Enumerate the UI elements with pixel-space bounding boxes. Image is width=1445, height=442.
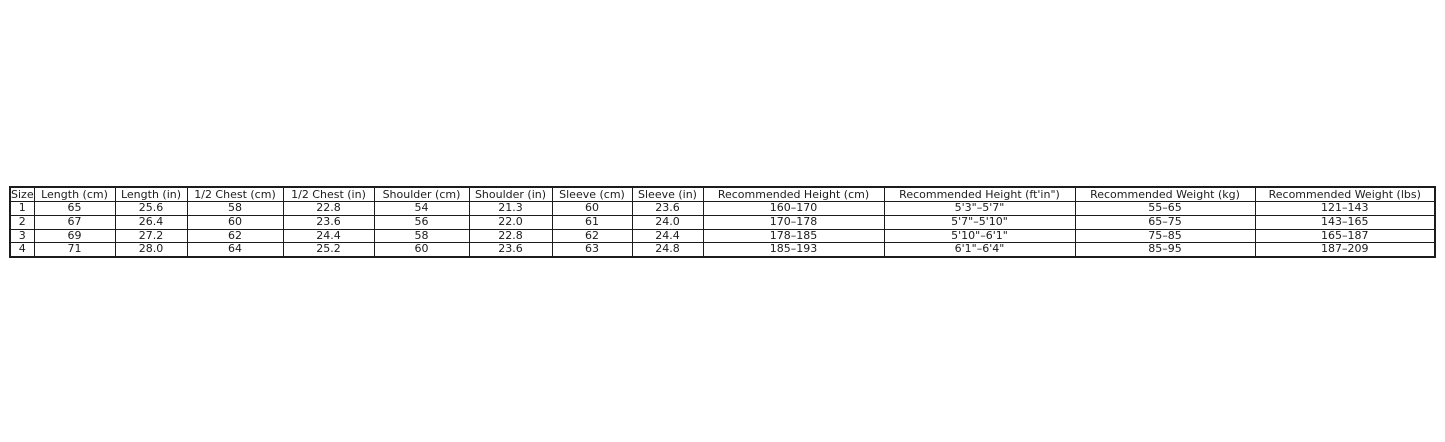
table-cell: 60 (551, 201, 633, 216)
column-header-shoulder-cm: Shoulder (cm) (373, 186, 470, 203)
table-cell: 1 (9, 201, 35, 216)
table-cell: 22.8 (468, 228, 553, 244)
table-cell: 21.3 (468, 201, 553, 216)
table-cell: 25.6 (114, 201, 188, 216)
table-cell: 4 (9, 242, 35, 258)
table-row-size-1: 1 65 25.6 58 22.8 54 21.3 60 23.6 160–17… (9, 201, 1436, 216)
table-cell: 75–85 (1074, 228, 1256, 244)
table-cell: 165–187 (1254, 228, 1436, 244)
table-cell: 56 (373, 215, 470, 230)
table-cell: 143–165 (1254, 215, 1436, 230)
table-cell: 65 (33, 201, 116, 216)
size-chart-table: Size Length (cm) Length (in) 1/2 Chest (… (9, 186, 1436, 258)
table-row-size-3: 3 69 27.2 62 24.4 58 22.8 62 24.4 178–18… (9, 228, 1436, 244)
table-cell: 121–143 (1254, 201, 1436, 216)
column-header-length-cm: Length (cm) (33, 186, 116, 203)
table-cell: 22.8 (282, 201, 375, 216)
table-cell: 69 (33, 228, 116, 244)
table-cell: 5'3"–5'7" (883, 201, 1076, 216)
column-header-sleeve-in: Sleeve (in) (631, 186, 704, 203)
table-cell: 27.2 (114, 228, 188, 244)
table-row-size-2: 2 67 26.4 60 23.6 56 22.0 61 24.0 170–17… (9, 215, 1436, 230)
table-cell: 61 (551, 215, 633, 230)
table-cell: 24.0 (631, 215, 704, 230)
column-header-shoulder-in: Shoulder (in) (468, 186, 553, 203)
table-cell: 170–178 (702, 215, 885, 230)
column-header-half-chest-in: 1/2 Chest (in) (282, 186, 375, 203)
table-cell: 5'10"–6'1" (883, 228, 1076, 244)
table-cell: 25.2 (282, 242, 375, 258)
table-cell: 178–185 (702, 228, 885, 244)
column-header-size: Size (9, 186, 35, 203)
header-row: Size Length (cm) Length (in) 1/2 Chest (… (9, 186, 1436, 203)
table-cell: 23.6 (468, 242, 553, 258)
table-cell: 24.4 (282, 228, 375, 244)
column-header-rec-height-cm: Recommended Height (cm) (702, 186, 885, 203)
table-cell: 62 (551, 228, 633, 244)
column-header-half-chest-cm: 1/2 Chest (cm) (186, 186, 284, 203)
table-cell: 22.0 (468, 215, 553, 230)
table-cell: 71 (33, 242, 116, 258)
table-cell: 28.0 (114, 242, 188, 258)
column-header-rec-weight-kg: Recommended Weight (kg) (1074, 186, 1256, 203)
column-header-sleeve-cm: Sleeve (cm) (551, 186, 633, 203)
table-cell: 63 (551, 242, 633, 258)
table-cell: 187–209 (1254, 242, 1436, 258)
table-cell: 3 (9, 228, 35, 244)
table-cell: 5'7"–5'10" (883, 215, 1076, 230)
table-cell: 26.4 (114, 215, 188, 230)
table-row-size-4: 4 71 28.0 64 25.2 60 23.6 63 24.8 185–19… (9, 242, 1436, 258)
table-cell: 60 (186, 215, 284, 230)
table-cell: 24.4 (631, 228, 704, 244)
table-cell: 65–75 (1074, 215, 1256, 230)
table-cell: 24.8 (631, 242, 704, 258)
table-cell: 64 (186, 242, 284, 258)
table-cell: 160–170 (702, 201, 885, 216)
table-cell: 60 (373, 242, 470, 258)
size-chart-container: Size Length (cm) Length (in) 1/2 Chest (… (9, 186, 1436, 258)
table-cell: 2 (9, 215, 35, 230)
column-header-rec-weight-lbs: Recommended Weight (lbs) (1254, 186, 1436, 203)
table-cell: 23.6 (282, 215, 375, 230)
column-header-rec-height-ftin: Recommended Height (ft'in") (883, 186, 1076, 203)
table-cell: 185–193 (702, 242, 885, 258)
table-cell: 6'1"–6'4" (883, 242, 1076, 258)
table-cell: 54 (373, 201, 470, 216)
column-header-length-in: Length (in) (114, 186, 188, 203)
table-cell: 67 (33, 215, 116, 230)
table-cell: 58 (186, 201, 284, 216)
table-cell: 62 (186, 228, 284, 244)
table-cell: 58 (373, 228, 470, 244)
table-cell: 55–65 (1074, 201, 1256, 216)
table-cell: 23.6 (631, 201, 704, 216)
table-cell: 85–95 (1074, 242, 1256, 258)
